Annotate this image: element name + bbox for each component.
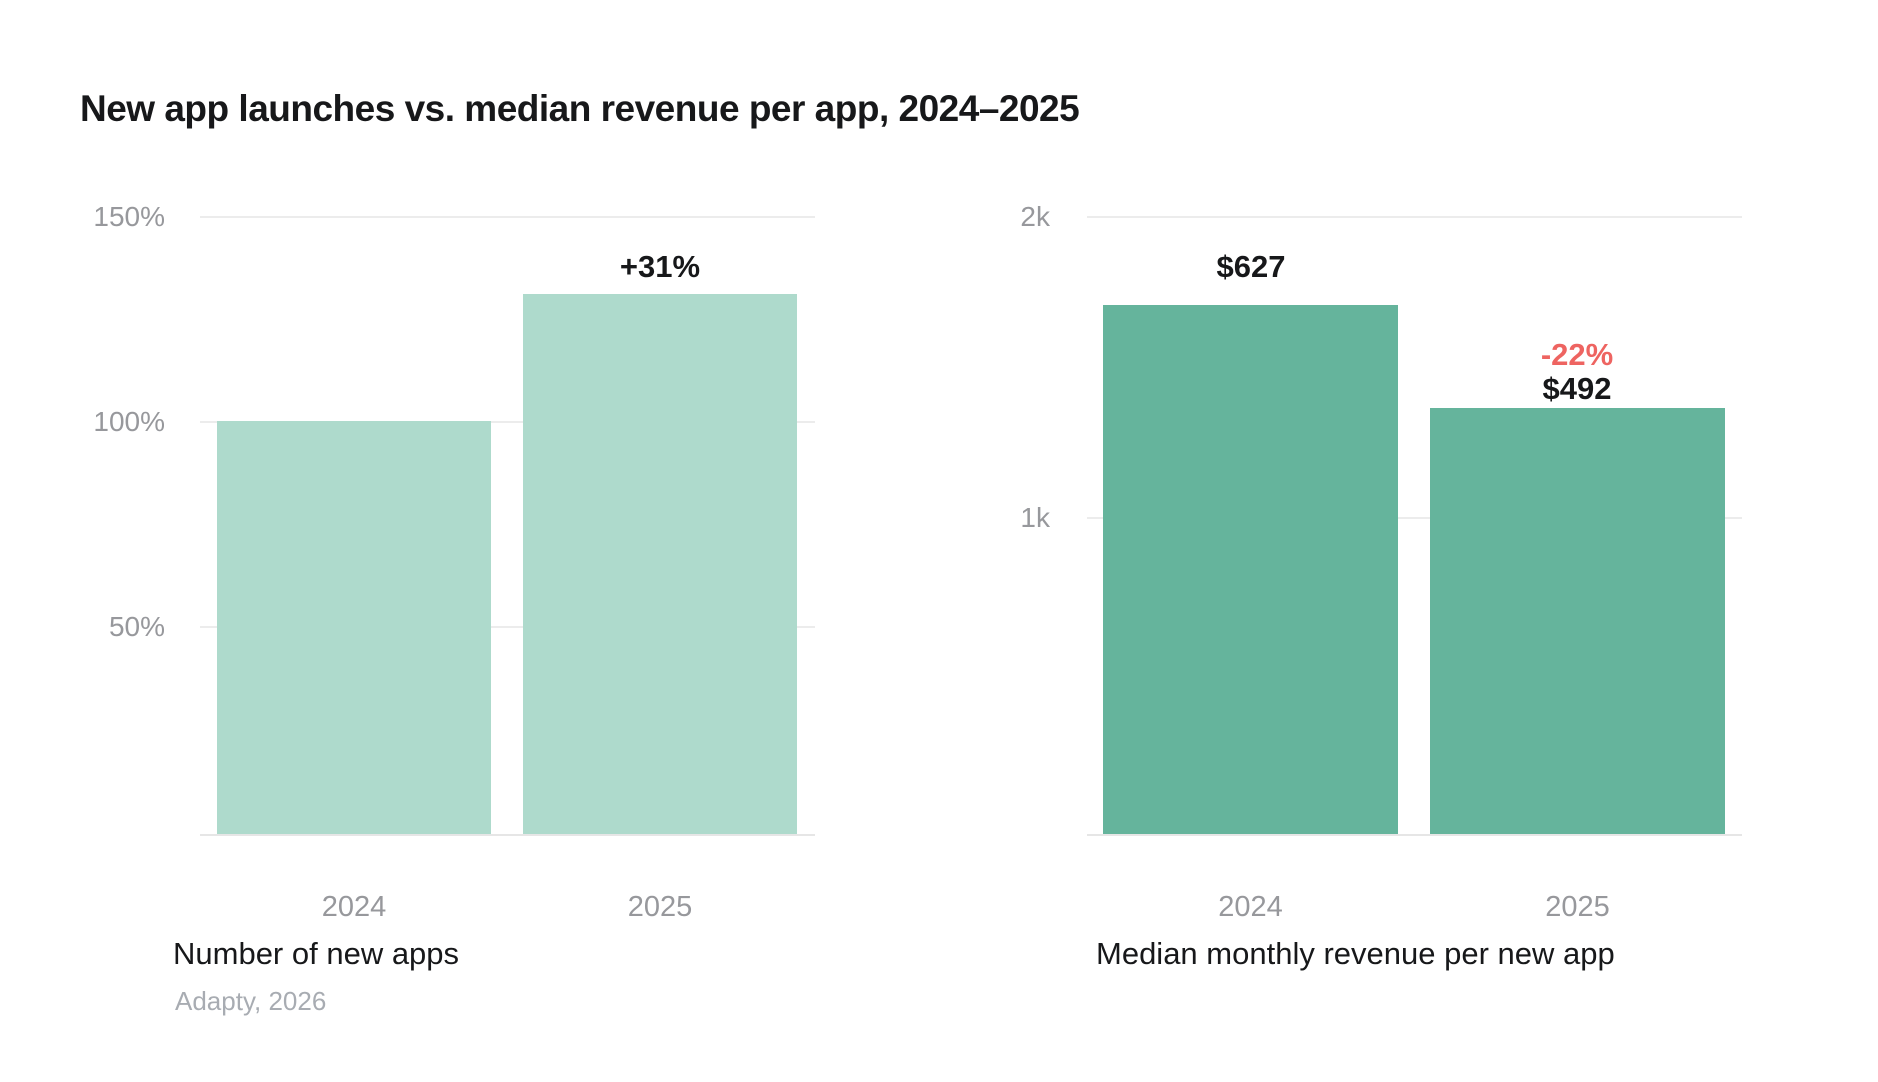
- right-chart-xtick-2025: 2025: [1545, 891, 1610, 923]
- left-chart-ytick-label: 50%: [108, 611, 165, 642]
- left-chart-gridline-50%: [200, 626, 815, 628]
- left-chart-baseline: [200, 834, 815, 836]
- left-chart-xtick-2024: 2024: [321, 891, 387, 923]
- left-chart-xtick-2025: 2025: [627, 891, 693, 923]
- right-chart-ytick-label: 2k: [1020, 201, 1050, 232]
- left-chart-gridline-150%: [200, 216, 815, 218]
- right-chart-caption: Median monthly revenue per new app: [1096, 936, 1615, 971]
- right-chart-bar-2024: [1103, 305, 1398, 834]
- left-chart-ytick-label: 150%: [93, 201, 165, 232]
- left-chart-ytick-label: 100%: [93, 406, 165, 437]
- left-chart-bar-label: +31%: [619, 249, 701, 284]
- right-chart-bar-2025: [1430, 408, 1725, 834]
- right-chart-gridline-1k: [1087, 517, 1742, 519]
- chart-source: Adapty, 2026: [175, 986, 327, 1016]
- right-chart-bar-label: $627: [1216, 249, 1286, 284]
- left-chart-bar-2024: [217, 421, 491, 834]
- right-chart-xtick-2024: 2024: [1218, 891, 1283, 923]
- left-chart-caption: Number of new apps: [173, 936, 460, 971]
- right-chart-baseline: [1087, 834, 1742, 836]
- right-chart-bar-label: $492: [1542, 371, 1612, 406]
- right-chart-gridline-2k: [1087, 216, 1742, 218]
- right-chart-bar-label: -22%: [1540, 337, 1614, 372]
- right-chart-ytick-label: 1k: [1020, 502, 1050, 533]
- left-chart-bar-2025: [523, 294, 797, 834]
- page-title: New app launches vs. median revenue per …: [80, 88, 1080, 129]
- left-chart-gridline-100%: [200, 421, 815, 423]
